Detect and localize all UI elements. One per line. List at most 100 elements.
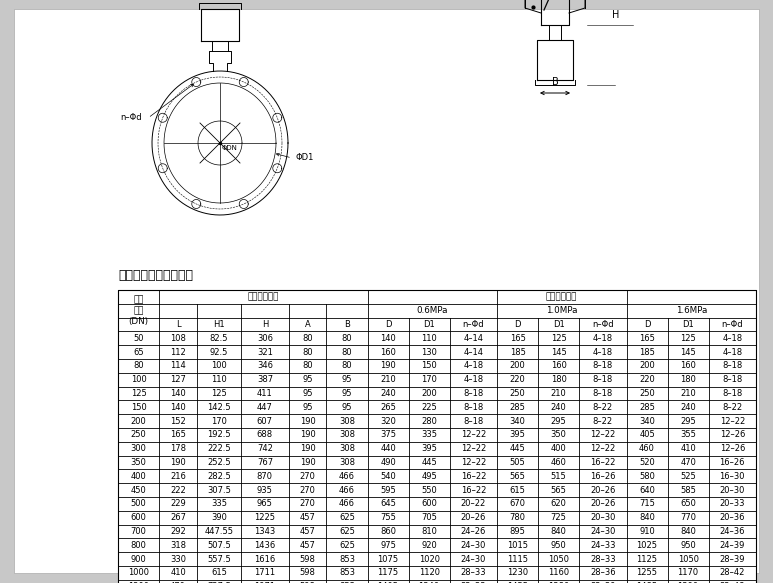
Text: 715: 715 [639, 500, 655, 508]
Text: 975: 975 [380, 541, 396, 550]
Text: 292: 292 [170, 527, 186, 536]
Text: 240: 240 [680, 403, 696, 412]
Text: 1485: 1485 [636, 582, 658, 583]
Text: 140: 140 [170, 389, 186, 398]
Text: 267: 267 [170, 513, 186, 522]
Text: 595: 595 [380, 486, 396, 494]
Text: 8–18: 8–18 [593, 361, 613, 370]
Text: 32–33: 32–33 [461, 582, 486, 583]
Text: 410: 410 [170, 568, 186, 577]
Text: 965: 965 [257, 500, 273, 508]
Text: 200: 200 [421, 389, 437, 398]
Text: n–Φd: n–Φd [462, 320, 484, 329]
Text: 1405: 1405 [377, 582, 399, 583]
Text: 466: 466 [339, 500, 355, 508]
Text: 4–14: 4–14 [463, 347, 483, 357]
Text: 307.5: 307.5 [207, 486, 231, 494]
Text: 110: 110 [211, 375, 227, 384]
Text: 457: 457 [300, 527, 315, 536]
Text: 1455: 1455 [507, 582, 528, 583]
Bar [118, 290, 756, 583]
Text: 1255: 1255 [636, 568, 658, 577]
Text: 80: 80 [342, 361, 352, 370]
Text: 24–39: 24–39 [720, 541, 745, 550]
Text: 82.5: 82.5 [209, 334, 228, 343]
Text: 240: 240 [550, 403, 567, 412]
Text: 主要外形尺寸: 主要外形尺寸 [247, 293, 279, 301]
Text: 600: 600 [421, 500, 437, 508]
Text: 110: 110 [421, 334, 437, 343]
Text: 170: 170 [421, 375, 437, 384]
Text: 840: 840 [680, 527, 696, 536]
Text: 466: 466 [339, 486, 355, 494]
Text: 28–33: 28–33 [461, 568, 486, 577]
Text: 1025: 1025 [636, 541, 658, 550]
Text: 1971: 1971 [254, 582, 275, 583]
Text: n–Φd: n–Φd [120, 114, 141, 122]
Text: 0.6MPa: 0.6MPa [417, 306, 448, 315]
Text: 540: 540 [380, 472, 396, 481]
Text: 375: 375 [380, 430, 396, 440]
Text: 550: 550 [421, 486, 437, 494]
Text: 140: 140 [170, 403, 186, 412]
Text: 24–30: 24–30 [590, 527, 615, 536]
Text: 145: 145 [680, 347, 696, 357]
Text: 20–26: 20–26 [590, 486, 615, 494]
Text: 24–30: 24–30 [461, 541, 486, 550]
Text: 585: 585 [680, 486, 696, 494]
Text: 767: 767 [257, 458, 273, 467]
Text: 152: 152 [170, 417, 186, 426]
Text: 340: 340 [639, 417, 655, 426]
Text: L: L [175, 320, 180, 329]
Text: 445: 445 [509, 444, 526, 453]
Text: 95: 95 [302, 403, 313, 412]
Text: 80: 80 [342, 347, 352, 357]
Text: 127: 127 [170, 375, 186, 384]
Text: 600: 600 [131, 513, 146, 522]
Text: 620: 620 [550, 500, 567, 508]
Text: 346: 346 [257, 361, 273, 370]
Text: 580: 580 [639, 472, 655, 481]
Text: 700: 700 [131, 527, 146, 536]
Text: 400: 400 [131, 472, 146, 481]
Text: 625: 625 [339, 513, 355, 522]
Text: 142.5: 142.5 [207, 403, 231, 412]
Text: 400: 400 [550, 444, 567, 453]
Text: 180: 180 [550, 375, 567, 384]
Text: 20–26: 20–26 [461, 513, 486, 522]
Text: 395: 395 [421, 444, 437, 453]
Text: 308: 308 [339, 458, 355, 467]
Text: 440: 440 [380, 444, 396, 453]
Text: 457: 457 [300, 541, 315, 550]
Text: 95: 95 [342, 403, 352, 412]
Text: 640: 640 [639, 486, 655, 494]
Text: 670: 670 [509, 500, 526, 508]
Text: 853: 853 [339, 554, 355, 564]
Text: 240: 240 [380, 389, 396, 398]
Text: D: D [644, 320, 650, 329]
Text: 16–22: 16–22 [461, 486, 486, 494]
Text: D: D [385, 320, 391, 329]
Text: 410: 410 [680, 444, 696, 453]
Text: 1390: 1390 [677, 582, 699, 583]
Text: 308: 308 [339, 430, 355, 440]
Text: 1.6MPa: 1.6MPa [676, 306, 707, 315]
Text: 250: 250 [509, 389, 526, 398]
Text: 1120: 1120 [419, 568, 440, 577]
Text: 1436: 1436 [254, 541, 275, 550]
Text: 285: 285 [509, 403, 526, 412]
Text: 170: 170 [211, 417, 227, 426]
Text: 100: 100 [131, 375, 146, 384]
Text: 1125: 1125 [636, 554, 658, 564]
Text: 935: 935 [257, 486, 273, 494]
Text: 1711: 1711 [254, 568, 275, 577]
Text: 125: 125 [211, 389, 227, 398]
Text: 140: 140 [380, 334, 396, 343]
Text: 220: 220 [639, 375, 655, 384]
Text: 160: 160 [380, 347, 396, 357]
Text: 870: 870 [257, 472, 273, 481]
Text: 853: 853 [339, 582, 355, 583]
Text: 755: 755 [380, 513, 396, 522]
Text: 80: 80 [302, 347, 313, 357]
Text: 306: 306 [257, 334, 273, 343]
